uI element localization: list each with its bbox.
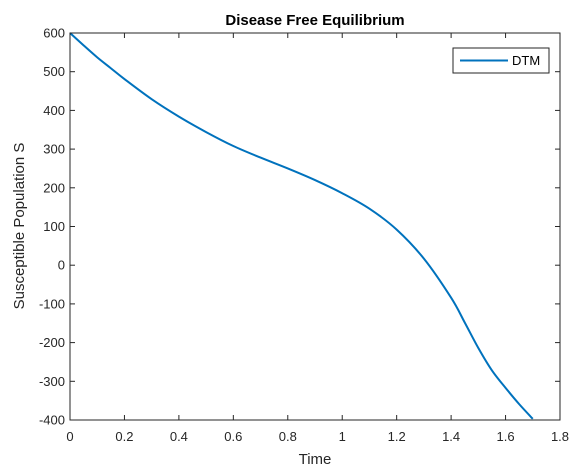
x-axis-label: Time xyxy=(299,451,332,468)
x-tick-label: 1.2 xyxy=(388,429,406,444)
y-tick-label: -400 xyxy=(39,413,65,428)
y-tick-label: 100 xyxy=(43,219,65,234)
y-tick-label: 300 xyxy=(43,142,65,157)
x-tick-label: 0.6 xyxy=(224,429,242,444)
plot-frame xyxy=(69,32,561,421)
x-tick-labels: 0 0.2 0.4 0.6 0.8 1 1.2 1.4 1.6 1.8 xyxy=(66,429,569,444)
y-tick-label: 500 xyxy=(43,64,65,79)
series-line-dtm xyxy=(69,32,534,420)
x-tick-label: 1.8 xyxy=(551,429,569,444)
y-tick-label: -200 xyxy=(39,335,65,350)
x-tick-label: 0.2 xyxy=(115,429,133,444)
x-tick-label: 0 xyxy=(66,429,73,444)
y-tick-label: 600 xyxy=(43,26,65,41)
x-tick-label: 1.4 xyxy=(442,429,460,444)
y-tick-label: 400 xyxy=(43,103,65,118)
x-tick-label: 1 xyxy=(339,429,346,444)
x-tick-label: 1.6 xyxy=(497,429,515,444)
chart-title: Disease Free Equilibrium xyxy=(225,12,404,29)
legend: DTM xyxy=(452,47,550,74)
x-tick-label: 0.4 xyxy=(170,429,188,444)
y-tick-label: -100 xyxy=(39,296,65,311)
y-tick-label: -300 xyxy=(39,374,65,389)
plot-area xyxy=(70,33,560,420)
y-tick-label: 0 xyxy=(58,258,65,273)
series-group xyxy=(69,32,534,420)
y-axis-label: Susceptible Population S xyxy=(11,143,28,310)
x-tick-label: 0.8 xyxy=(279,429,297,444)
y-tick-labels: -400 -300 -200 -100 0 100 200 300 400 500 600 xyxy=(39,26,65,428)
legend-label-dtm: DTM xyxy=(512,53,540,68)
y-tick-label: 200 xyxy=(43,180,65,195)
